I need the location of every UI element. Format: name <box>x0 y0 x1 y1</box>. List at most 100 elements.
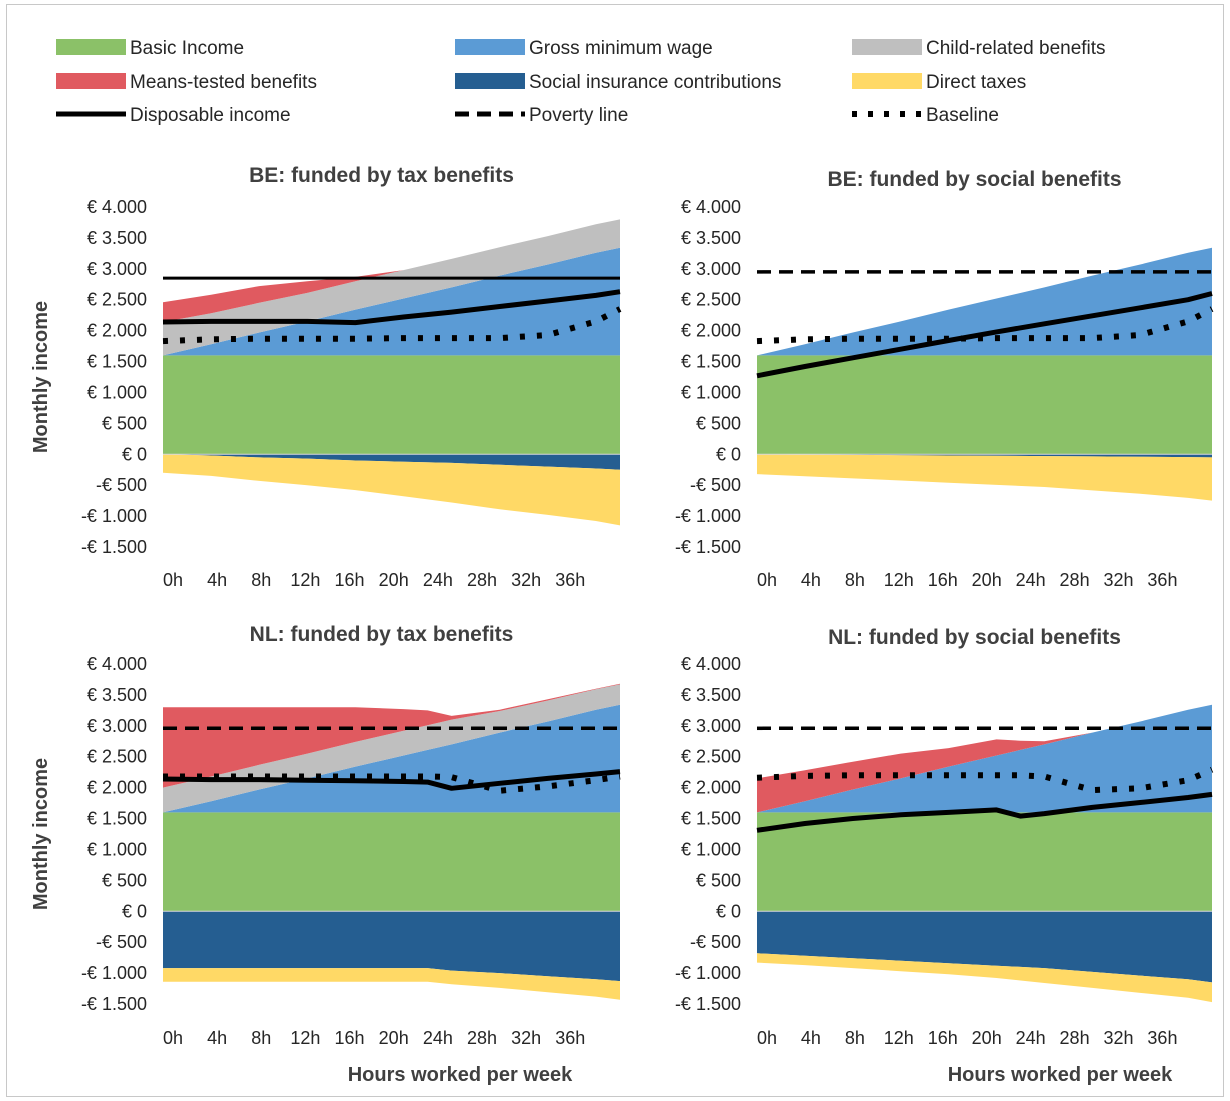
x-tick-label: 12h <box>290 570 320 590</box>
x-tick-label: 20h <box>379 570 409 590</box>
y-tick-label: € 1.000 <box>87 382 147 402</box>
x-tick-label: 8h <box>251 570 271 590</box>
area-social-insurance-contributions <box>163 454 620 470</box>
legend-item-basic-income: Basic Income <box>56 38 244 59</box>
x-tick-label: 36h <box>1147 1028 1177 1048</box>
y-tick-label: € 1.500 <box>87 809 147 829</box>
y-tick-label: € 500 <box>696 870 741 890</box>
y-tick-label: € 3.000 <box>87 716 147 736</box>
x-tick-label: 0h <box>757 570 777 590</box>
y-tick-label: € 0 <box>716 901 741 921</box>
x-axis-label: Hours worked per week <box>948 1064 1173 1086</box>
y-tick-label: € 4.000 <box>681 197 741 217</box>
y-tick-label: € 3.500 <box>681 228 741 248</box>
y-axis-label: Monthly income <box>30 301 52 453</box>
area-layers <box>757 704 1212 1003</box>
line-baseline <box>756 766 1214 794</box>
y-tick-label: € 4.000 <box>87 654 147 674</box>
legend: Basic Income Gross minimum wage Child-rela… <box>56 38 1106 126</box>
legend-label: Gross minimum wage <box>529 38 713 59</box>
x-tick-label: 12h <box>884 570 914 590</box>
x-tick-label: 4h <box>207 1028 227 1048</box>
legend-item-baseline: Baseline <box>852 105 999 126</box>
legend-label: Poverty line <box>529 105 628 126</box>
y-tick-label: € 2.000 <box>87 321 147 341</box>
x-tick-label: 4h <box>801 1028 821 1048</box>
legend-label: Child-related benefits <box>926 38 1106 59</box>
area-gross-minimum-wage <box>757 704 1212 813</box>
x-tick-label: 0h <box>757 1028 777 1048</box>
line-disposable-income <box>756 291 1213 379</box>
x-tick-label: 20h <box>379 1028 409 1048</box>
y-tick-label: € 0 <box>716 444 741 464</box>
legend-swatch <box>455 39 525 55</box>
x-tick-label: 12h <box>884 1028 914 1048</box>
area-means-tested-benefits <box>163 219 620 322</box>
y-tick-label: -€ 500 <box>96 932 147 952</box>
y-tick-label: € 4.000 <box>87 197 147 217</box>
x-tick-label: 20h <box>972 1028 1002 1048</box>
x-tick-label: 16h <box>928 570 958 590</box>
area-gross-minimum-wage <box>163 247 620 356</box>
line-disposable-income <box>162 289 621 326</box>
line-disposable-income <box>756 791 1213 833</box>
x-tick-label: 4h <box>207 570 227 590</box>
y-tick-label: € 2.000 <box>681 778 741 798</box>
y-tick-label: € 1.000 <box>681 839 741 859</box>
series-lines <box>756 726 1214 833</box>
line-baseline <box>162 306 622 345</box>
legend-label: Basic Income <box>130 38 244 59</box>
y-tick-label: € 500 <box>696 413 741 433</box>
area-basic-income <box>757 812 1212 912</box>
series-lines <box>162 276 622 345</box>
x-tick-label: 32h <box>1103 570 1133 590</box>
area-social-insurance-contributions <box>757 911 1212 983</box>
y-tick-label: € 4.000 <box>681 654 741 674</box>
area-gross-minimum-wage <box>757 247 1212 356</box>
legend-item-disposable-income: Disposable income <box>56 105 291 126</box>
area-social-insurance-contributions <box>163 911 620 982</box>
legend-swatch <box>56 39 126 55</box>
chart-panel-be-funded-by-tax-benefits: BE: funded by tax benefits € 4.000 € 3.500… <box>30 164 622 590</box>
x-tick-label: 28h <box>467 570 497 590</box>
legend-label: Means-tested benefits <box>130 72 317 93</box>
area-basic-income <box>163 355 620 455</box>
y-tick-label: € 2.000 <box>681 321 741 341</box>
chart-panel-nl-funded-by-social-benefits: NL: funded by social benefits € 4.000 € 3.… <box>348 626 1214 1086</box>
x-axis-label: Hours worked per week <box>348 1064 573 1086</box>
y-tick-label: € 3.000 <box>681 259 741 279</box>
legend-swatch <box>852 73 922 89</box>
y-tick-label: € 3.500 <box>681 685 741 705</box>
legend-swatch <box>455 73 525 89</box>
y-tick-label: € 0 <box>122 444 147 464</box>
x-tick-label: 8h <box>251 1028 271 1048</box>
area-direct-taxes <box>757 953 1212 1003</box>
line-baseline <box>163 773 621 794</box>
legend-label: Social insurance contributions <box>529 72 781 93</box>
x-tick-label: 36h <box>1147 570 1177 590</box>
y-tick-label: € 2.500 <box>681 747 741 767</box>
y-tick-label: € 2.500 <box>681 290 741 310</box>
y-tick-label: € 3.000 <box>87 259 147 279</box>
legend-swatch <box>56 73 126 89</box>
y-tick-label: € 1.000 <box>681 382 741 402</box>
x-tick-label: 8h <box>845 1028 865 1048</box>
y-tick-label: -€ 1.000 <box>675 506 741 526</box>
area-layers <box>757 247 1212 501</box>
line-baseline <box>756 306 1214 345</box>
chart-panel-be-funded-by-social-benefits: BE: funded by social benefits € 4.000 € 3.… <box>675 168 1214 1086</box>
x-tick-label: 24h <box>423 1028 453 1048</box>
x-tick-label: 24h <box>1016 1028 1046 1048</box>
y-tick-label: € 3.000 <box>681 716 741 736</box>
x-tick-label: 32h <box>511 570 541 590</box>
x-tick-label: 0h <box>163 1028 183 1048</box>
y-tick-label: -€ 1.500 <box>81 537 147 557</box>
area-direct-taxes <box>163 968 620 1000</box>
y-tick-label: € 1.500 <box>681 809 741 829</box>
y-tick-label: € 2.500 <box>87 747 147 767</box>
series-lines <box>162 726 621 794</box>
legend-item-poverty-line: Poverty line <box>455 105 628 126</box>
legend-item-gross-minimum-wage: Gross minimum wage <box>455 38 713 59</box>
x-tick-label: 28h <box>1060 1028 1090 1048</box>
